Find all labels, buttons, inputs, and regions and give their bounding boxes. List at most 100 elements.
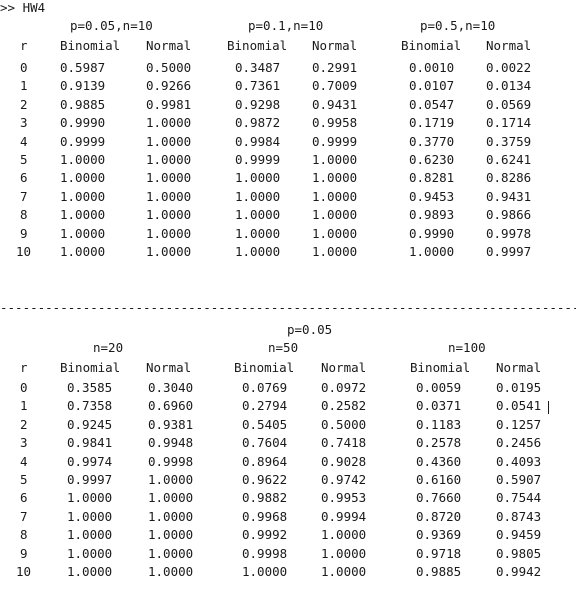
table-cell-binomial: 1.0000	[235, 207, 281, 223]
table-cell-binomial: 0.9885	[60, 96, 106, 112]
table-cell-normal: 0.9381	[148, 416, 194, 432]
table-cell-binomial: 0.4360	[416, 453, 462, 469]
table-cell-binomial: 0.2578	[416, 435, 462, 451]
table-cell-binomial: 0.9369	[416, 527, 462, 543]
table-cell-binomial: 0.9872	[235, 115, 281, 131]
table-cell-normal: 1.0000	[148, 472, 194, 487]
table-cell-normal: 1.0000	[146, 152, 192, 167]
table-cell-normal: 0.5907	[496, 472, 542, 487]
table-cell-normal: 1.0000	[148, 527, 194, 543]
column-header-binomial: Binomial	[227, 38, 288, 53]
table-cell-normal: 0.5000	[146, 60, 192, 75]
table-cell-binomial: 0.9885	[416, 564, 462, 579]
table-cell-binomial: 1.0000	[67, 490, 113, 506]
table-cell-binomial: 1.0000	[67, 545, 113, 561]
table-row-r: 4	[20, 133, 28, 149]
table-cell-normal: 1.0000	[312, 244, 358, 259]
table-cell-binomial: 1.0000	[60, 170, 106, 186]
table-cell-normal: 0.9805	[496, 545, 542, 561]
table-cell-binomial: 0.9990	[409, 225, 455, 241]
table-row-r: 8	[20, 207, 28, 223]
group-header: n=100	[448, 340, 486, 355]
table-row-r: 3	[20, 435, 28, 451]
table-row-r: 10	[16, 244, 32, 259]
table-cell-binomial: 1.0000	[242, 564, 288, 579]
table-cell-binomial: 0.9245	[67, 416, 113, 432]
table-cell-normal: 1.0000	[148, 508, 194, 524]
table-cell-binomial: 0.3487	[235, 60, 281, 75]
column-header-binomial: Binomial	[60, 38, 121, 53]
column-header-normal: Normal	[146, 360, 192, 375]
table-cell-normal: 0.0972	[321, 380, 367, 395]
table-cell-binomial: 0.8720	[416, 508, 462, 524]
table-cell-binomial: 0.0059	[416, 380, 462, 395]
group-header: n=20	[93, 340, 124, 355]
table-cell-normal: 0.9431	[486, 188, 532, 204]
table-cell-normal: 1.0000	[146, 207, 192, 223]
column-header-normal: Normal	[496, 360, 542, 375]
table-cell-binomial: 1.0000	[235, 188, 281, 204]
column-header-r: r	[20, 38, 28, 53]
table-cell-binomial: 0.9298	[235, 96, 281, 112]
table-cell-binomial: 0.6230	[409, 152, 455, 167]
table-cell-binomial: 0.0107	[409, 78, 455, 94]
table-cell-binomial: 0.9622	[242, 472, 288, 487]
table-cell-normal: 1.0000	[148, 564, 194, 579]
table-cell-binomial: 1.0000	[67, 508, 113, 524]
table-cell-binomial: 0.9968	[242, 508, 288, 524]
table-cell-normal: 0.9948	[148, 435, 194, 451]
table-row-r: 1	[20, 78, 28, 94]
table-cell-binomial: 0.9998	[242, 545, 288, 561]
table-row-r: 2	[20, 416, 28, 432]
table-row-r: 0	[20, 380, 28, 395]
table-cell-binomial: 1.0000	[235, 170, 281, 186]
table-cell-binomial: 1.0000	[60, 152, 106, 167]
table-row-r: 5	[20, 152, 28, 167]
table-cell-normal: 0.9994	[321, 508, 367, 524]
table-cell-binomial: 0.9992	[242, 527, 288, 543]
table-cell-normal: 0.1714	[486, 115, 532, 131]
table-row-r: 6	[20, 170, 28, 186]
table-cell-normal: 1.0000	[148, 490, 194, 506]
table-cell-normal: 0.6241	[486, 152, 532, 167]
table-cell-normal: 0.4093	[496, 453, 542, 469]
table-cell-binomial: 0.2794	[242, 398, 288, 414]
column-header-r: r	[20, 360, 28, 375]
table-cell-normal: 0.0541	[496, 398, 542, 414]
table-cell-binomial: 0.9997	[67, 472, 113, 487]
table-cell-normal: 1.0000	[146, 244, 192, 259]
table-cell-binomial: 1.0000	[60, 188, 106, 204]
column-header-binomial: Binomial	[234, 360, 295, 375]
table-cell-normal: 0.9266	[146, 78, 192, 94]
group-header: p=0.05,n=10	[70, 18, 153, 33]
table-cell-normal: 0.9028	[321, 453, 367, 469]
table-row-r: 5	[20, 472, 28, 487]
table-cell-normal: 1.0000	[312, 188, 358, 204]
column-header-binomial: Binomial	[60, 360, 121, 375]
table-cell-normal: 0.1257	[496, 416, 542, 432]
table-cell-binomial: 0.0547	[409, 96, 455, 112]
group-header: p=0.1,n=10	[248, 18, 324, 33]
table-cell-binomial: 1.0000	[409, 244, 455, 259]
table-row-r: 2	[20, 96, 28, 112]
table-cell-normal: 0.6960	[148, 398, 194, 414]
section2-title: p=0.05	[287, 322, 333, 337]
table-cell-binomial: 0.7660	[416, 490, 462, 506]
table-cell-normal: 0.3040	[148, 380, 194, 395]
group-header: p=0.5,n=10	[420, 18, 496, 33]
table-cell-binomial: 0.7358	[67, 398, 113, 414]
table-row-r: 8	[20, 527, 28, 543]
table-cell-normal: 0.8286	[486, 170, 532, 186]
table-cell-binomial: 0.9974	[67, 453, 113, 469]
table-cell-normal: 0.0022	[486, 60, 532, 75]
table-cell-binomial: 0.9999	[235, 152, 281, 167]
table-cell-normal: 0.7009	[312, 78, 358, 94]
table-cell-normal: 0.7418	[321, 435, 367, 451]
table-cell-normal: 1.0000	[146, 188, 192, 204]
table-cell-binomial: 1.0000	[60, 225, 106, 241]
table-cell-normal: 1.0000	[312, 207, 358, 223]
table-cell-normal: 0.9459	[496, 527, 542, 543]
column-header-normal: Normal	[321, 360, 367, 375]
table-cell-binomial: 0.9139	[60, 78, 106, 94]
